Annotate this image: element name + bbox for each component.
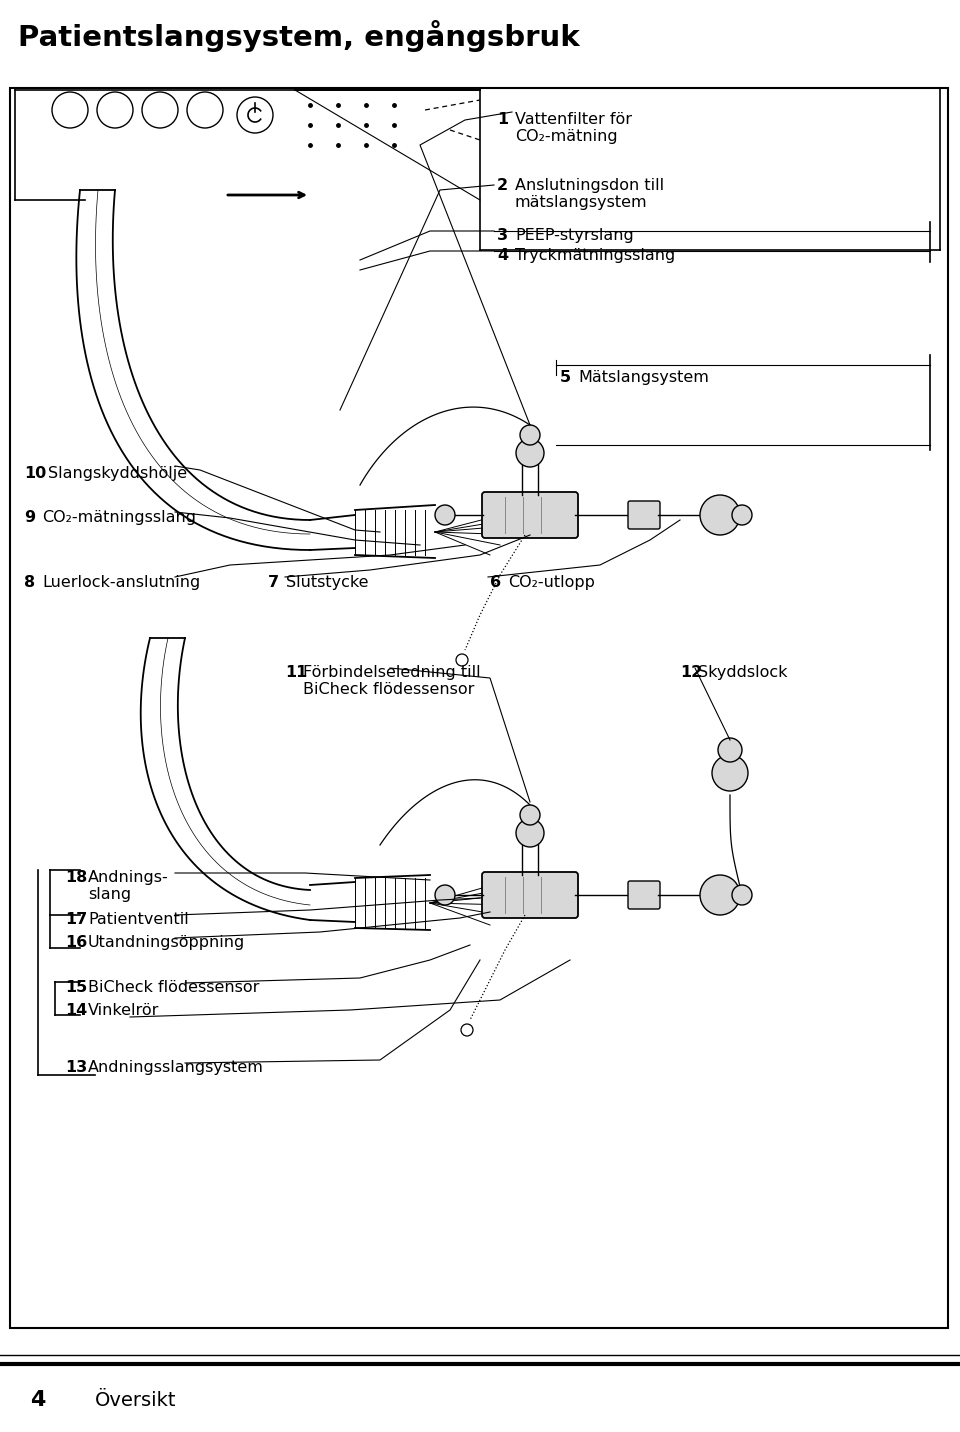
Circle shape [700, 875, 740, 915]
Text: Anslutningsdon till
mätslangsystem: Anslutningsdon till mätslangsystem [515, 178, 664, 211]
Text: Förbindelseledning till
BiCheck flödessensor: Förbindelseledning till BiCheck flödesse… [303, 664, 481, 697]
FancyBboxPatch shape [482, 493, 578, 538]
FancyBboxPatch shape [10, 87, 948, 1327]
Circle shape [712, 755, 748, 790]
FancyBboxPatch shape [482, 872, 578, 918]
Text: 4: 4 [30, 1390, 45, 1411]
Text: 5: 5 [560, 369, 571, 385]
Circle shape [516, 819, 544, 846]
Text: Tryckmätningsslang: Tryckmätningsslang [515, 248, 675, 263]
Text: CO₂-utlopp: CO₂-utlopp [508, 576, 595, 590]
Text: 1: 1 [497, 112, 508, 127]
Circle shape [516, 440, 544, 467]
Text: Slutstycke: Slutstycke [286, 576, 369, 590]
Circle shape [435, 885, 455, 905]
Circle shape [520, 805, 540, 825]
Text: 2: 2 [497, 178, 508, 193]
Circle shape [520, 425, 540, 445]
FancyBboxPatch shape [628, 881, 660, 909]
Circle shape [718, 737, 742, 762]
Text: Översikt: Översikt [95, 1390, 177, 1409]
Text: 4: 4 [497, 248, 508, 263]
Text: 13: 13 [65, 1060, 87, 1075]
Circle shape [461, 1024, 473, 1035]
Text: Andningsslangsystem: Andningsslangsystem [88, 1060, 264, 1075]
Text: Vinkelrör: Vinkelrör [88, 1002, 159, 1018]
FancyBboxPatch shape [628, 501, 660, 528]
Text: 3: 3 [497, 228, 508, 243]
Text: 18: 18 [65, 871, 87, 885]
Text: Andnings-
slang: Andnings- slang [88, 871, 169, 902]
Text: Patientslangsystem, engångsbruk: Patientslangsystem, engångsbruk [18, 20, 580, 52]
Text: CO₂-mätningsslang: CO₂-mätningsslang [42, 510, 196, 526]
Text: 7: 7 [268, 576, 279, 590]
Text: 12: 12 [680, 664, 703, 680]
Text: 9: 9 [24, 510, 36, 526]
Text: Vattenfilter för
CO₂-mätning: Vattenfilter för CO₂-mätning [515, 112, 632, 145]
Text: 16: 16 [65, 935, 87, 949]
Text: 10: 10 [24, 465, 46, 481]
Circle shape [435, 505, 455, 526]
Text: 14: 14 [65, 1002, 87, 1018]
Text: Utandningsöppning: Utandningsöppning [88, 935, 245, 949]
Text: Skyddslock: Skyddslock [698, 664, 787, 680]
Text: 11: 11 [285, 664, 307, 680]
Text: 6: 6 [490, 576, 501, 590]
Text: 15: 15 [65, 979, 87, 995]
Text: 17: 17 [65, 912, 87, 927]
Text: PEEP-styrslang: PEEP-styrslang [515, 228, 634, 243]
Text: 8: 8 [24, 576, 36, 590]
Circle shape [732, 505, 752, 526]
Circle shape [732, 885, 752, 905]
Text: Luerlock-anslutning: Luerlock-anslutning [42, 576, 201, 590]
Text: Slangskyddshölje: Slangskyddshölje [48, 465, 187, 481]
Text: Patientventil: Patientventil [88, 912, 189, 927]
Text: BiCheck flödessensor: BiCheck flödessensor [88, 979, 259, 995]
Circle shape [456, 654, 468, 666]
Text: Mätslangsystem: Mätslangsystem [578, 369, 708, 385]
Circle shape [700, 495, 740, 536]
